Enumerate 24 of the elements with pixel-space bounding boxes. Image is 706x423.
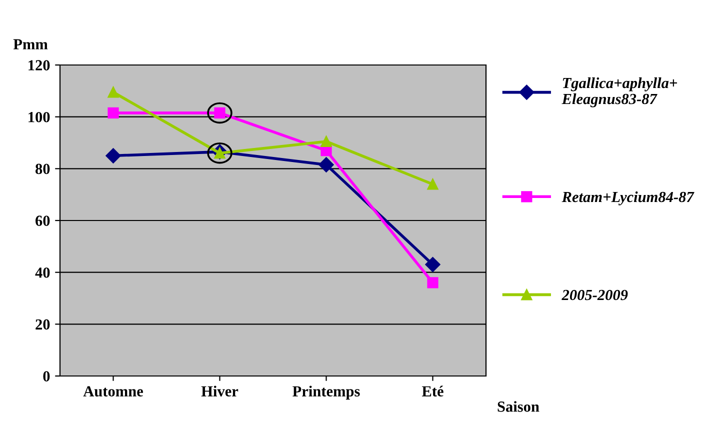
- legend-label: 2005-2009: [562, 290, 628, 300]
- point: [108, 107, 119, 118]
- y-tick-label: 60: [36, 216, 50, 226]
- point: [320, 136, 332, 148]
- point: [427, 178, 438, 190]
- y-tick-label: 100: [28, 112, 50, 122]
- y-tick-label: 40: [35, 267, 50, 278]
- point: [425, 256, 440, 272]
- point: [106, 148, 121, 164]
- legend-label: Tgallica+aphylla+ Eleagnus83-87: [562, 77, 677, 108]
- y-tick-label: 0: [43, 371, 50, 382]
- point: [108, 86, 119, 98]
- x-axis-title: Saison: [498, 401, 540, 412]
- x-tick-label: Hiver: [201, 386, 238, 396]
- y-tick-label: 120: [28, 60, 50, 70]
- point: [318, 157, 334, 172]
- x-tick-label: Printemps: [292, 386, 360, 400]
- legend-label: Retam+Lycium84-87: [562, 191, 694, 206]
- y-tick-label: 20: [36, 319, 50, 330]
- point: [427, 277, 438, 288]
- y-axis-title: Pmm: [13, 39, 48, 50]
- y-tick-label: 80: [36, 164, 50, 174]
- x-tick-label: Eté: [422, 386, 444, 396]
- x-tick-label: Automne: [83, 386, 143, 397]
